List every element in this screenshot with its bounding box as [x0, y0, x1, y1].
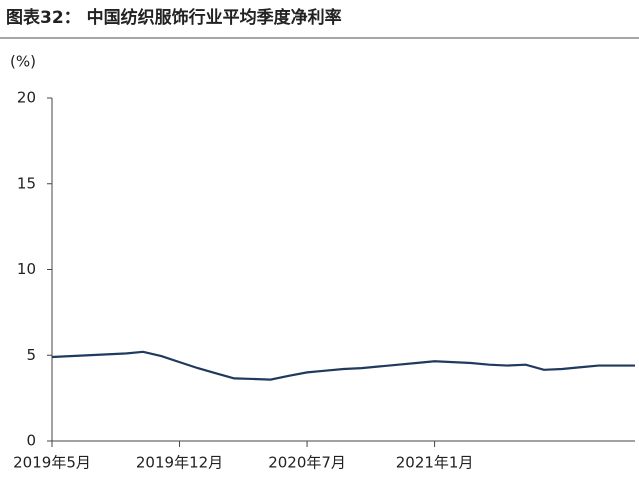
x-tick-label: 2021年1月 [396, 454, 474, 472]
x-tick-label: 2020年7月 [268, 454, 346, 472]
y-axis-label: (%) [10, 53, 36, 71]
y-tick-label: 15 [17, 174, 36, 192]
x-tick-label: 2019年12月 [136, 454, 223, 472]
chart-title: 图表32： 中国纺织服饰行业平均季度净利率 [6, 7, 342, 28]
y-tick-label: 20 [17, 89, 36, 107]
y-tick-label: 0 [26, 432, 36, 450]
y-tick-label: 10 [17, 260, 36, 278]
x-tick-label: 2019年5月 [13, 454, 91, 472]
data-line [51, 350, 635, 381]
y-tick-label: 5 [26, 346, 36, 364]
